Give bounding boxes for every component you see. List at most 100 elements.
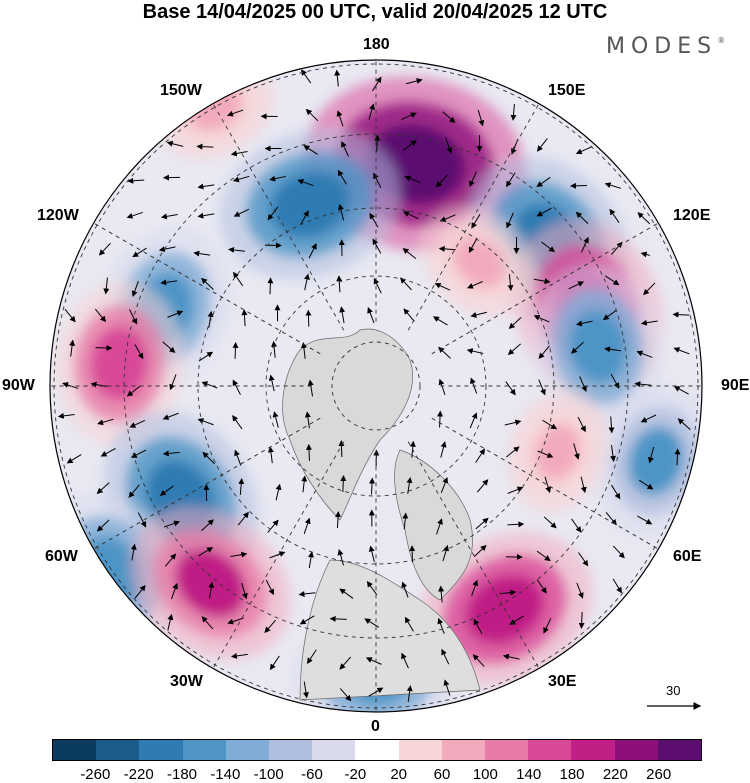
meridian-lines (50, 60, 702, 712)
wind-arrow (128, 484, 140, 498)
wind-arrow (507, 274, 514, 292)
colorbar-tick-13: 260 (646, 766, 672, 783)
wind-arrow (268, 374, 275, 392)
wind-arrow (98, 242, 111, 256)
wind-arrow (373, 172, 382, 189)
modes-logo: MODES® (606, 34, 725, 59)
meridian-240 (85, 218, 321, 355)
lon-label-120e: 120E (673, 207, 711, 224)
colorbar-cell-9 (441, 740, 486, 760)
wind-arrow (131, 280, 139, 298)
wind-arrow (134, 344, 144, 360)
wind-arrow (299, 615, 315, 625)
wind-arrow (502, 653, 520, 660)
wind-arrow (306, 649, 317, 664)
wind-arrow (267, 446, 274, 464)
wind-arrow (674, 448, 681, 466)
wind-arrow (442, 111, 456, 123)
wind-arrow (134, 584, 146, 599)
wind-arrow (536, 550, 551, 562)
wind-arrow (369, 212, 379, 228)
wind-arrow (510, 103, 517, 121)
wind-arrow (637, 212, 651, 225)
wind-arrow (640, 414, 657, 423)
wind-arrow (467, 281, 483, 289)
wind-arrow (267, 519, 279, 533)
colorbar-cell-10 (485, 740, 529, 760)
colorbar-cell-3 (182, 740, 226, 760)
wind-arrow (469, 171, 477, 188)
wind-arrow (533, 314, 550, 323)
wind-arrow (506, 212, 514, 229)
wind-arrow (339, 688, 352, 702)
wind-arrow (399, 277, 412, 291)
wind-arrow (337, 549, 345, 566)
wind-arrow (369, 477, 376, 495)
colorbar-tick-1: -220 (123, 766, 154, 783)
wind-arrow (643, 282, 656, 296)
wind-arrow (164, 553, 177, 567)
wind-arrow (90, 381, 108, 388)
wind-arrow (507, 343, 521, 355)
wind-arrow (129, 419, 146, 428)
wind-arrow (578, 611, 585, 629)
wind-arrow (505, 381, 516, 396)
wind-arrow (96, 519, 110, 532)
wind-arrow (640, 251, 650, 258)
colorbar-cell-4 (225, 740, 270, 760)
wind-arrow (228, 246, 246, 253)
wind-arrow (404, 616, 414, 632)
wind-arrow (198, 547, 214, 557)
wind-arrow (472, 654, 485, 667)
colorbar-tick-12: 220 (602, 766, 628, 783)
wind-arrow (208, 581, 215, 599)
wind-arrow (307, 379, 314, 397)
wind-arrow (575, 211, 589, 224)
lon-label-0: 0 (371, 718, 380, 735)
graticule (50, 60, 702, 712)
colorbar-cell-2 (139, 740, 183, 760)
colorbar-cell-5 (269, 740, 313, 760)
wind-arrow (438, 245, 456, 252)
wind-arrow (571, 518, 582, 533)
wind-arrow (372, 238, 382, 254)
wind-arrow (401, 581, 409, 598)
wind-arrow (197, 183, 215, 190)
wind-arrow (612, 578, 622, 594)
wind-arrow (193, 250, 211, 257)
wind-arrow (435, 174, 448, 188)
wind-arrow (166, 140, 184, 147)
wind-arrow (402, 211, 419, 220)
wind-arrow (536, 176, 551, 188)
wind-arrow (445, 137, 453, 154)
wind-arrow (612, 545, 625, 559)
wind-arrow (301, 475, 308, 493)
arctic-landmass (282, 328, 413, 521)
wind-arrow (171, 582, 179, 600)
wind-arrow (308, 243, 317, 259)
wind-arrow (536, 207, 552, 217)
wind-arrow (201, 616, 214, 630)
wind-arrow (340, 475, 347, 493)
wind-arrow (64, 308, 76, 323)
lon-label-90e: 90E (721, 377, 750, 394)
wind-arrow (264, 619, 276, 634)
wind-arrow (673, 347, 690, 355)
wind-arrow (471, 579, 479, 596)
wind-arrow (338, 440, 345, 458)
wind-arrow (130, 543, 137, 561)
wind-arrow (506, 172, 516, 188)
wind-arrow (299, 210, 309, 226)
colorbar-cell-12 (571, 740, 615, 760)
wind-arrow (269, 655, 280, 671)
wind-arrow (578, 552, 589, 567)
wind-arrow (304, 411, 311, 429)
meridian-60 (431, 417, 667, 554)
wind-arrow (339, 306, 346, 324)
colorbar-cell-14 (657, 740, 702, 760)
wind-arrow (536, 579, 547, 594)
wind-arrow (402, 140, 417, 151)
wind-arrow (100, 448, 116, 457)
wind-arrow (636, 350, 653, 358)
